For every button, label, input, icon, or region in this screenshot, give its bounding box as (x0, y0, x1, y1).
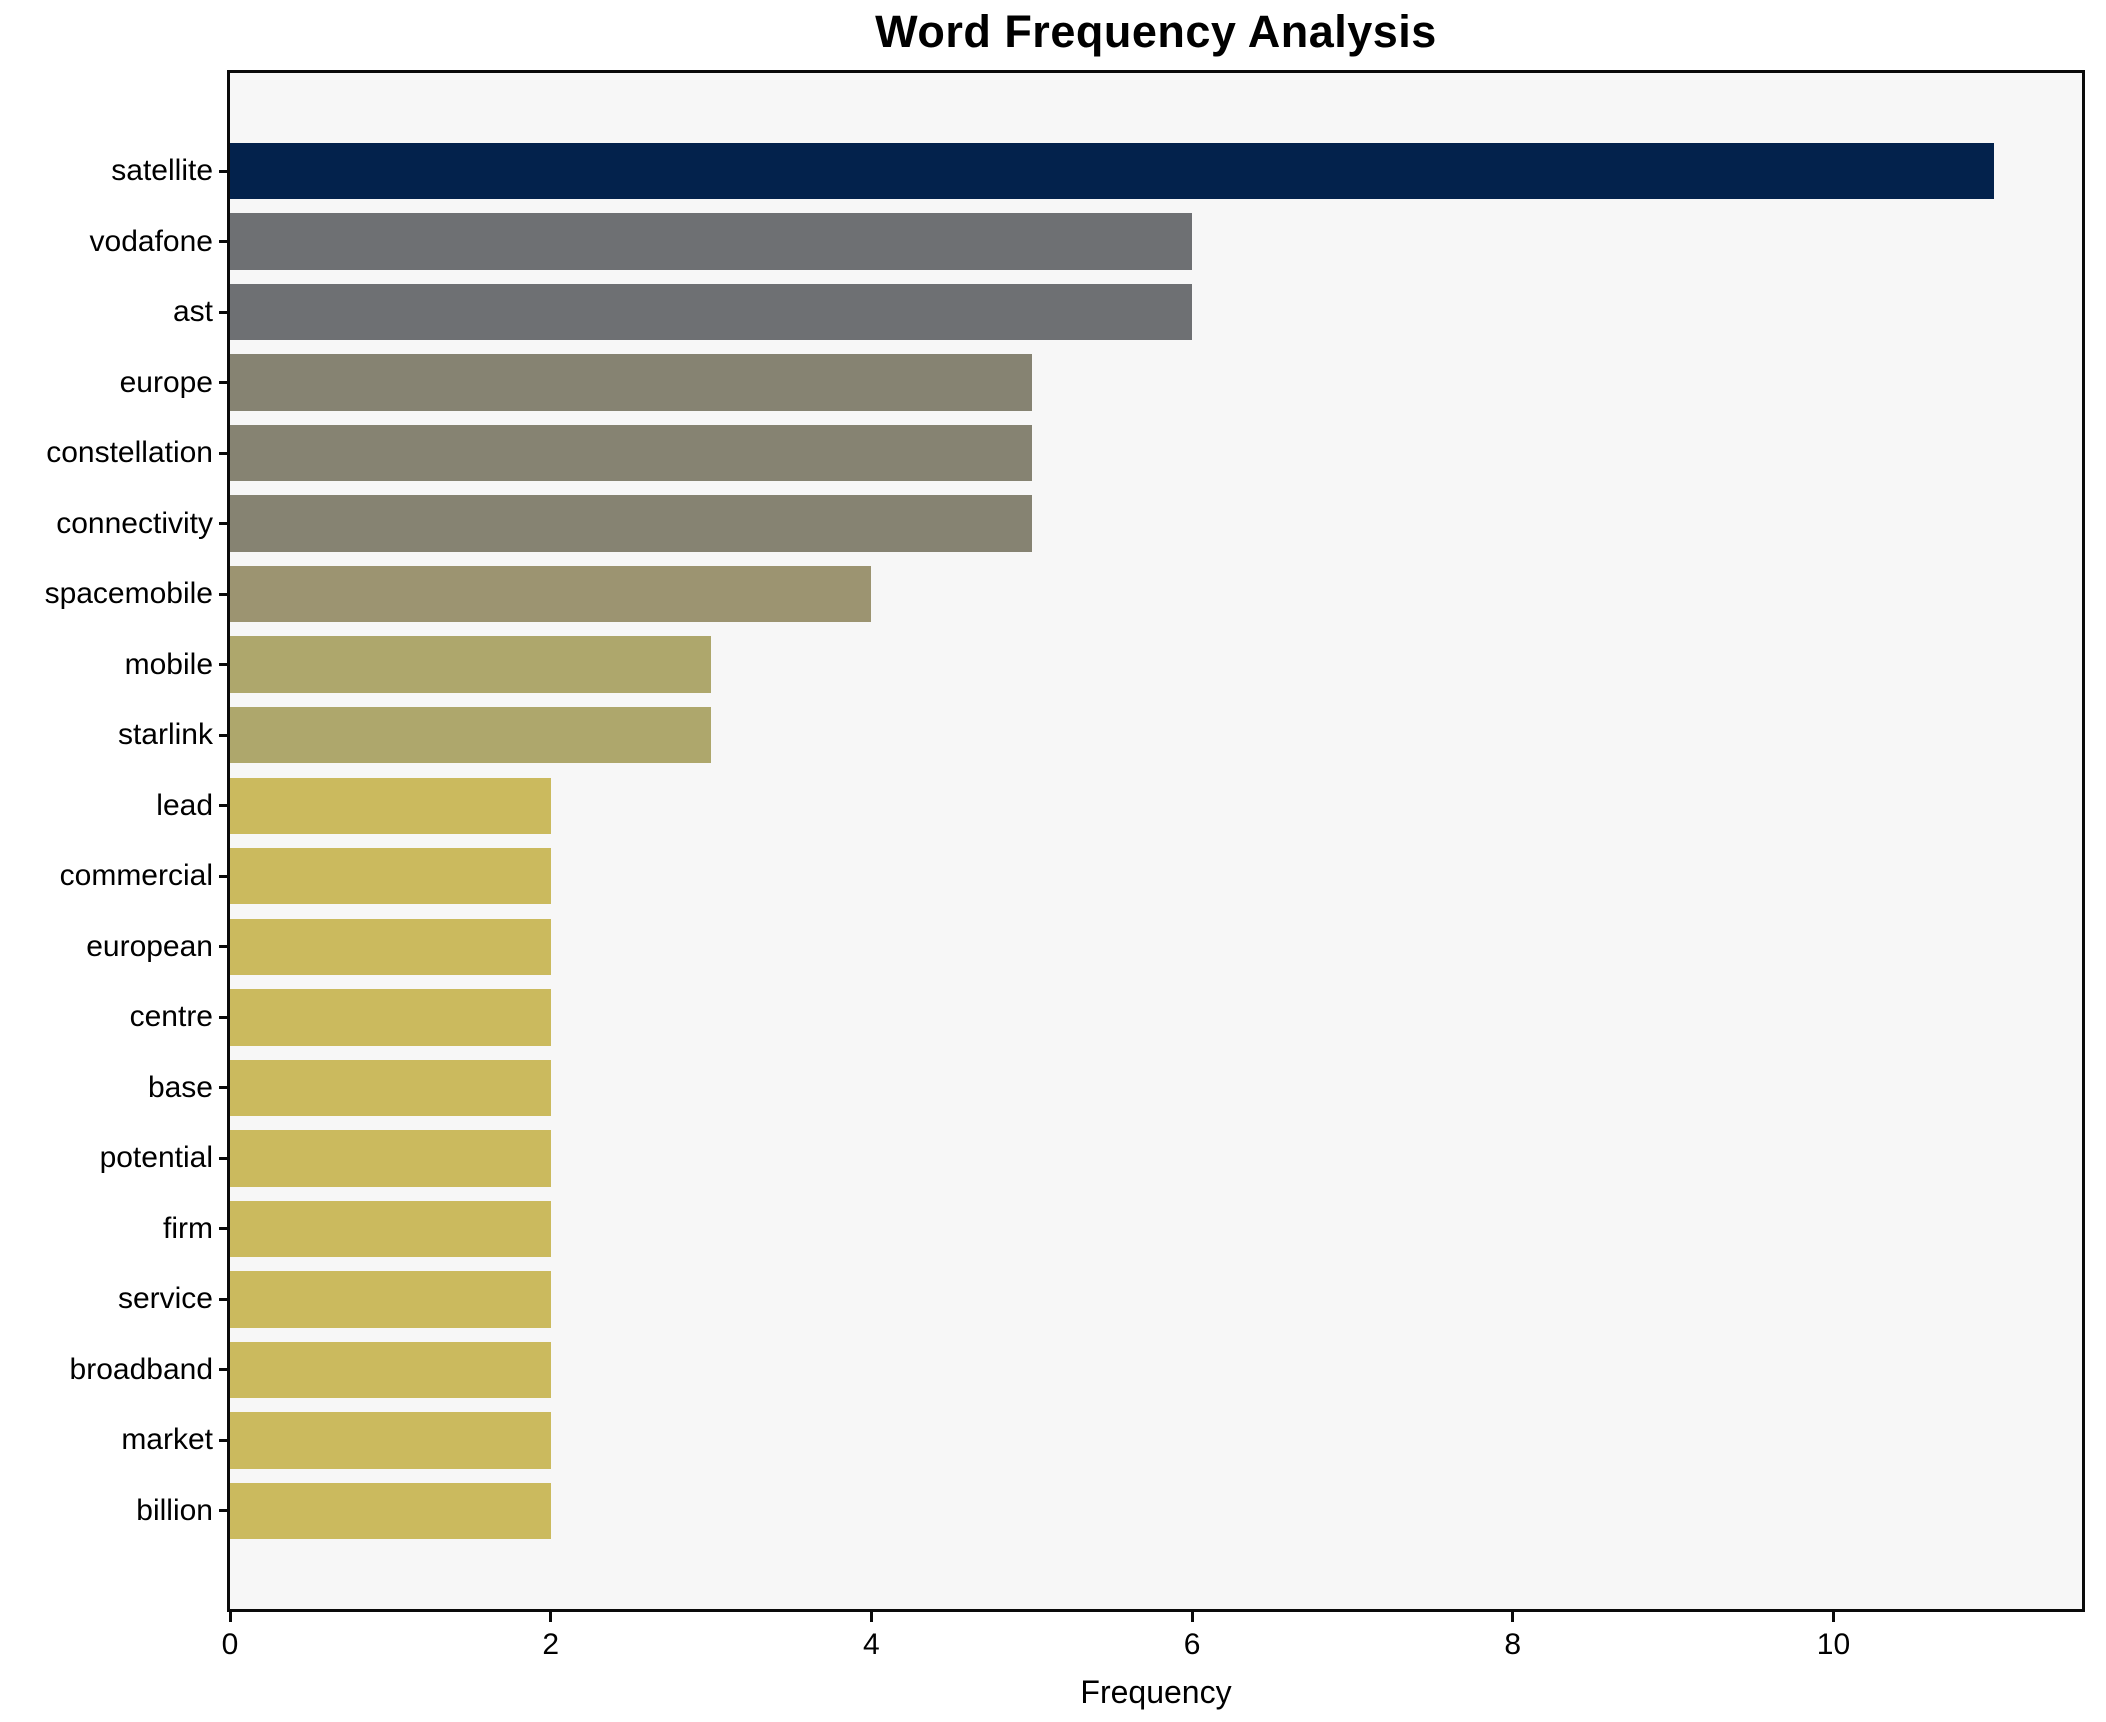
y-axis-label-lead: lead (156, 788, 213, 822)
bar-potential (230, 1130, 551, 1187)
y-tick-mark (219, 1297, 227, 1301)
y-tick-mark (219, 1156, 227, 1160)
x-tick-mark (549, 1612, 553, 1622)
y-axis-label-connectivity: connectivity (56, 506, 213, 540)
plot-area (227, 70, 2085, 1612)
y-axis-label-europe: europe (119, 365, 213, 399)
x-tick-label-10: 10 (1816, 1628, 1851, 1661)
bar-starlink (230, 707, 712, 764)
x-axis-title: Frequency (1080, 1674, 1232, 1710)
y-axis-label-commercial: commercial (59, 859, 213, 893)
x-tick-label-8: 8 (1504, 1628, 1522, 1661)
y-axis-label-centre: centre (129, 1000, 213, 1034)
y-axis-label-mobile: mobile (124, 647, 213, 681)
y-tick-mark (219, 310, 227, 314)
y-tick-mark (219, 1368, 227, 1372)
y-axis-label-vodafone: vodafone (89, 224, 213, 258)
x-tick-label-6: 6 (1183, 1628, 1201, 1661)
bar-service (230, 1271, 551, 1328)
bar-vodafone (230, 213, 1193, 270)
y-axis-label-ast: ast (172, 295, 213, 329)
bar-mobile (230, 636, 712, 693)
y-tick-mark (219, 945, 227, 949)
y-tick-mark (219, 1509, 227, 1513)
x-tick-mark (1831, 1612, 1835, 1622)
bar-spacemobile (230, 565, 872, 623)
x-tick-mark (1190, 1612, 1194, 1622)
y-tick-mark (219, 733, 227, 737)
y-tick-mark (219, 240, 227, 244)
y-tick-mark (219, 169, 227, 173)
y-tick-mark (219, 381, 227, 385)
y-tick-mark (219, 451, 227, 455)
x-tick-label-2: 2 (542, 1628, 560, 1661)
bar-constellation (230, 424, 1032, 482)
y-tick-mark (219, 804, 227, 808)
bar-market (230, 1412, 551, 1469)
y-axis-label-firm: firm (163, 1211, 213, 1245)
y-tick-mark (219, 592, 227, 596)
y-tick-mark (219, 522, 227, 526)
bar-european (230, 918, 551, 975)
y-axis-label-broadband: broadband (69, 1352, 213, 1386)
y-tick-mark (219, 663, 227, 667)
y-tick-mark (219, 874, 227, 878)
x-tick-mark (228, 1612, 232, 1622)
bar-base (230, 1059, 551, 1117)
bar-billion (230, 1482, 551, 1540)
bar-ast (230, 283, 1193, 341)
bar-commercial (230, 848, 551, 905)
y-tick-mark (219, 1086, 227, 1090)
y-axis-label-potential: potential (99, 1141, 213, 1175)
bar-firm (230, 1200, 551, 1258)
x-tick-mark (869, 1612, 873, 1622)
bar-europe (230, 354, 1032, 411)
y-axis-label-constellation: constellation (46, 436, 213, 470)
y-axis-label-base: base (147, 1070, 213, 1104)
x-tick-mark (1511, 1612, 1515, 1622)
x-tick-label-0: 0 (221, 1628, 239, 1661)
y-axis-label-service: service (117, 1282, 213, 1316)
chart-title: Word Frequency Analysis (875, 6, 1437, 57)
y-tick-mark (219, 1438, 227, 1442)
bar-satellite (230, 142, 1994, 200)
bar-centre (230, 989, 551, 1046)
y-tick-mark (219, 1015, 227, 1019)
y-axis-label-starlink: starlink (117, 718, 213, 752)
y-axis-label-european: european (86, 929, 213, 963)
x-tick-label-4: 4 (863, 1628, 880, 1661)
bar-lead (230, 777, 551, 834)
y-axis-label-market: market (121, 1423, 213, 1457)
y-axis-label-spacemobile: spacemobile (44, 577, 213, 611)
bar-connectivity (230, 495, 1032, 552)
y-axis-label-billion: billion (136, 1493, 213, 1527)
y-tick-mark (219, 1227, 227, 1231)
bars-layer (230, 73, 2082, 1609)
y-axis-label-satellite: satellite (111, 154, 213, 188)
bar-broadband (230, 1341, 551, 1399)
